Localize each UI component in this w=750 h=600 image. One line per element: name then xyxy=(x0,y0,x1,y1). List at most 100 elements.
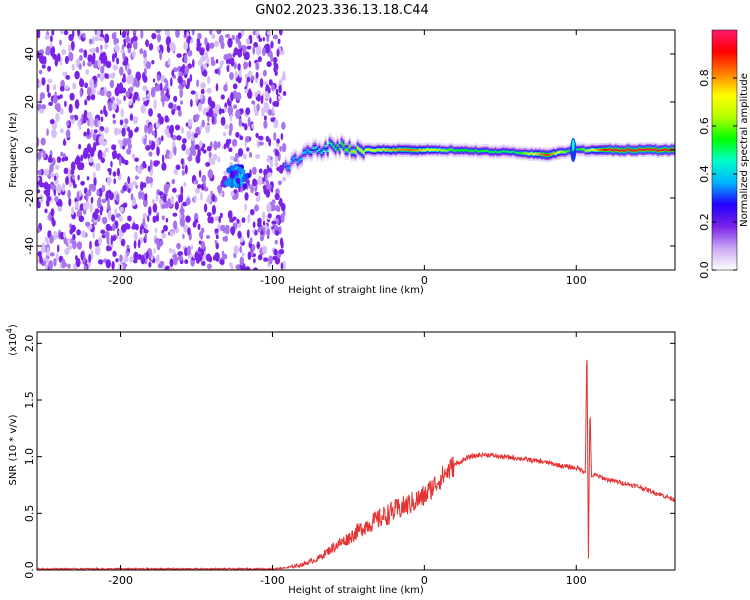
signal-cell xyxy=(662,149,665,151)
y-tick-label: 1.0 xyxy=(23,448,36,466)
noise-cell xyxy=(182,138,187,144)
signal-cell xyxy=(518,151,521,154)
signal-cell xyxy=(380,149,383,152)
noise-cell xyxy=(129,86,133,94)
noise-cell xyxy=(201,143,206,149)
noise-cell xyxy=(100,44,103,50)
signal-cell xyxy=(554,152,557,155)
noise-cell xyxy=(261,47,266,57)
noise-cell xyxy=(119,119,124,126)
noise-cell xyxy=(92,133,97,141)
signal-cell xyxy=(286,166,289,170)
signal-cell xyxy=(408,148,411,151)
noise-cell xyxy=(228,129,232,136)
noise-cell xyxy=(65,75,71,80)
signal-cell xyxy=(392,148,395,151)
noise-cell xyxy=(69,92,75,101)
signal-cell xyxy=(352,149,355,153)
noise-cell xyxy=(105,60,112,69)
signal-cell xyxy=(564,151,567,154)
signal-cell xyxy=(432,148,435,151)
noise-cell xyxy=(264,224,268,231)
noise-cell xyxy=(257,175,263,186)
noise-cell xyxy=(135,126,139,132)
noise-cell xyxy=(63,167,69,175)
noise-cell xyxy=(266,61,272,68)
noise-cell xyxy=(61,182,66,192)
noise-cell xyxy=(186,130,192,140)
noise-cell xyxy=(60,30,64,35)
noise-cell xyxy=(267,213,272,219)
signal-cell xyxy=(556,151,559,154)
noise-cell xyxy=(63,231,66,239)
noise-cell xyxy=(213,116,217,125)
signal-cell xyxy=(390,149,393,152)
noise-cell xyxy=(62,262,68,268)
noise-cell xyxy=(61,157,66,162)
noise-cell xyxy=(142,182,147,188)
noise-cell xyxy=(41,64,46,69)
noise-cell xyxy=(107,168,112,172)
noise-cell xyxy=(134,175,139,180)
signal-cell xyxy=(658,149,661,152)
signal-cell xyxy=(592,148,595,151)
noise-cell xyxy=(266,164,270,173)
noise-cell xyxy=(75,257,81,268)
spectrogram-image xyxy=(37,30,675,270)
noise-cell xyxy=(115,97,119,103)
noise-cell xyxy=(72,82,77,90)
noise-cell xyxy=(74,157,81,165)
noise-cell xyxy=(191,30,195,36)
snr-panel: -200 -100 0 100 0.0 0.5 1.0 1.5 2.0 Height of s… xyxy=(5,324,676,596)
noise-cell xyxy=(217,156,221,163)
noise-cell xyxy=(76,241,83,250)
noise-cell xyxy=(84,265,88,270)
noise-cell xyxy=(178,109,182,117)
noise-cell xyxy=(187,118,193,127)
noise-cell xyxy=(282,91,287,96)
signal-cell xyxy=(498,151,501,154)
noise-cell xyxy=(275,88,279,96)
noise-cell xyxy=(279,237,284,247)
noise-cell xyxy=(92,35,95,45)
noise-cell xyxy=(267,87,271,94)
x-tick-label: -100 xyxy=(260,274,285,287)
noise-cell xyxy=(151,60,155,65)
noise-cell xyxy=(37,176,40,182)
noise-cell xyxy=(88,183,95,190)
noise-cell xyxy=(142,160,146,168)
signal-cell xyxy=(416,149,419,152)
noise-cell xyxy=(133,231,138,241)
noise-cell xyxy=(168,267,175,270)
noise-cell xyxy=(270,40,274,49)
noise-cell xyxy=(225,138,230,149)
noise-cell xyxy=(273,132,277,141)
noise-cell xyxy=(38,81,41,88)
signal-cell xyxy=(512,150,515,153)
noise-cell xyxy=(277,180,282,186)
noise-cell xyxy=(263,257,269,262)
noise-cell xyxy=(112,119,117,125)
noise-cell xyxy=(64,85,69,90)
noise-cell xyxy=(104,110,108,118)
signal-cell xyxy=(568,149,571,152)
noise-cell xyxy=(74,201,80,209)
noise-cell xyxy=(54,58,58,67)
noise-cell xyxy=(142,75,148,83)
signal-cell xyxy=(434,148,437,151)
noise-cell xyxy=(233,189,238,194)
noise-cell xyxy=(244,88,249,94)
noise-cell xyxy=(257,227,261,233)
noise-cell xyxy=(259,78,264,88)
noise-cell xyxy=(46,198,50,207)
noise-cell xyxy=(47,92,51,98)
noise-cell xyxy=(246,147,250,152)
noise-cell xyxy=(200,248,205,256)
noise-cell xyxy=(110,214,116,222)
noise-cell xyxy=(68,103,73,114)
signal-cell xyxy=(312,146,315,150)
noise-cell xyxy=(82,202,88,211)
noise-cell xyxy=(211,193,216,202)
noise-cell xyxy=(86,95,91,101)
noise-cell xyxy=(59,85,65,92)
